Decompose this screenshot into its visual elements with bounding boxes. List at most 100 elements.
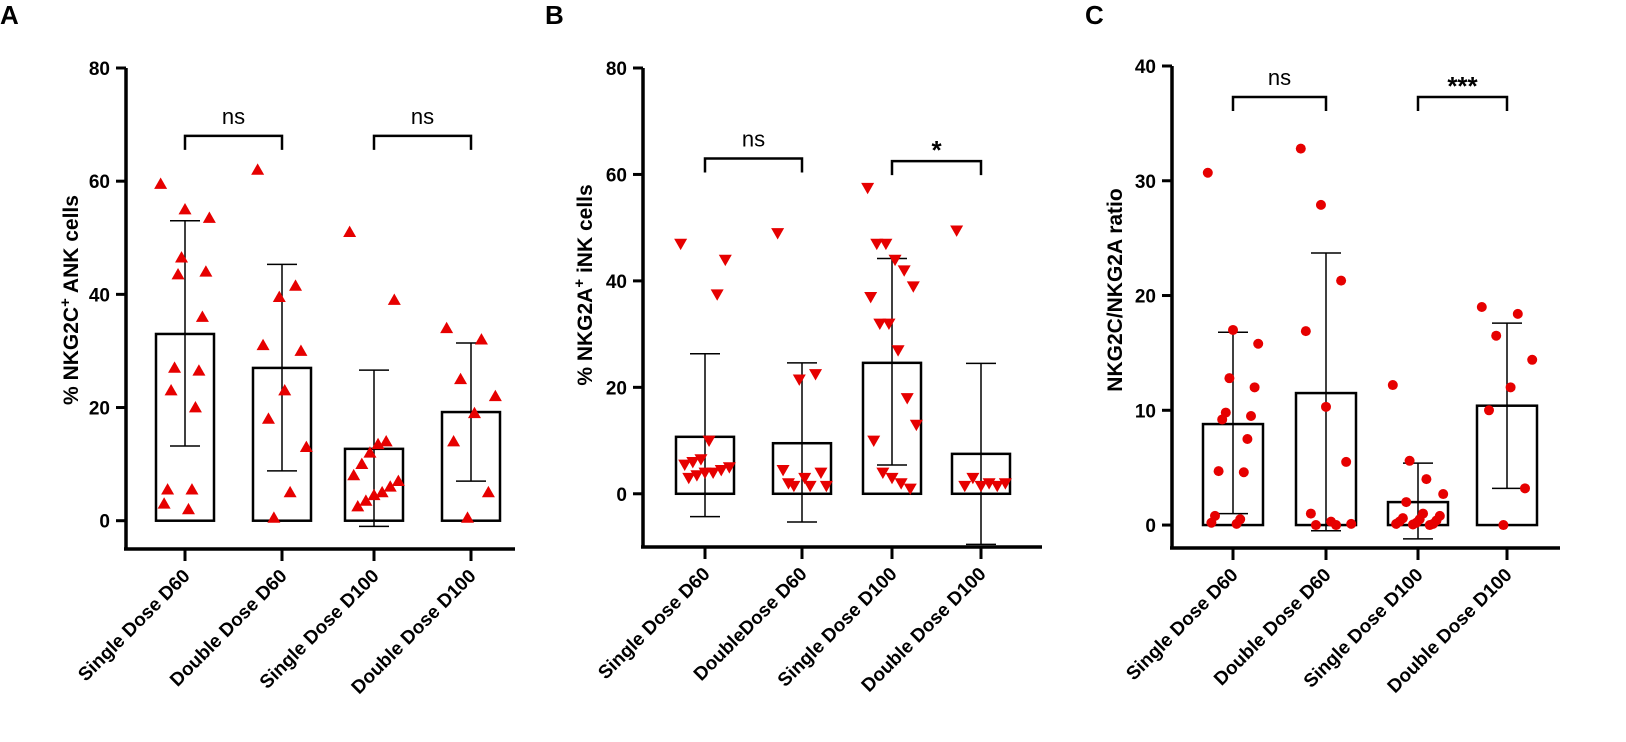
data-point	[171, 268, 185, 280]
data-point	[1206, 517, 1217, 528]
data-point	[1505, 382, 1516, 393]
data-point	[678, 459, 692, 472]
data-point	[882, 318, 896, 330]
data-point	[1520, 483, 1530, 494]
data-point	[776, 464, 790, 477]
data-point	[454, 372, 468, 385]
data-point	[1527, 354, 1538, 365]
data-point	[894, 478, 908, 490]
data-point	[1228, 324, 1238, 335]
data-point	[876, 467, 890, 479]
significance-label: ns	[1268, 65, 1291, 90]
significance-label: ***	[1447, 71, 1478, 101]
data-point	[1387, 380, 1398, 391]
data-point	[481, 485, 495, 498]
y-tick-label: 60	[89, 172, 110, 193]
y-tick-label: 40	[606, 272, 627, 293]
y-tick-label: 0	[616, 485, 627, 506]
data-point	[1491, 330, 1502, 341]
data-point	[710, 289, 724, 301]
data-point	[175, 251, 189, 263]
data-point	[178, 202, 192, 215]
panel-label-c: C	[1085, 0, 1104, 30]
data-point	[1421, 474, 1432, 485]
y-tick-label: 20	[606, 378, 627, 399]
data-point	[272, 290, 286, 303]
data-point	[387, 293, 401, 305]
significance-bracket	[1231, 95, 1328, 111]
data-point	[181, 502, 195, 515]
data-point	[1404, 455, 1415, 466]
y-tick-label: 40	[89, 285, 110, 306]
y-axis-label: NKG2C/NKG2A ratio	[1104, 188, 1127, 391]
data-point	[798, 472, 812, 485]
data-point	[467, 406, 481, 419]
data-point	[861, 182, 875, 195]
data-point	[363, 446, 377, 458]
data-point	[909, 419, 923, 432]
data-point	[787, 480, 801, 493]
data-point	[888, 254, 902, 267]
data-point	[161, 483, 175, 495]
data-point	[702, 435, 716, 448]
y-axis-label: % NKG2A+ iNK cells	[571, 184, 597, 385]
data-point	[474, 333, 488, 345]
data-point	[447, 434, 461, 447]
data-point	[906, 281, 920, 293]
data-point	[157, 497, 171, 509]
significance-bracket	[372, 134, 473, 150]
significance-label: ns	[742, 126, 765, 151]
data-point	[383, 480, 397, 492]
data-point	[870, 238, 884, 251]
y-axis-label-text: % NKG2C	[60, 307, 83, 405]
data-point	[256, 338, 270, 351]
data-point	[1253, 338, 1264, 349]
data-point	[267, 511, 281, 523]
y-axis-label-superscript: +	[571, 279, 588, 288]
panel-label-a: A	[0, 0, 19, 30]
data-point	[771, 228, 785, 240]
data-point	[351, 500, 365, 512]
data-point	[154, 177, 168, 189]
data-point	[1242, 433, 1253, 444]
data-point	[1512, 308, 1523, 319]
data-point	[185, 483, 199, 495]
data-point	[1295, 143, 1306, 154]
data-point	[1305, 508, 1316, 519]
significance-bracket	[703, 157, 804, 173]
y-axis-label-suffix: ANK cells	[60, 195, 83, 298]
data-point	[885, 472, 899, 485]
data-point	[367, 488, 381, 501]
data-point	[974, 480, 988, 493]
data-point	[1346, 518, 1357, 529]
data-point	[1300, 326, 1311, 337]
data-point	[355, 457, 369, 469]
data-point	[966, 472, 980, 485]
significance-bracket	[1416, 95, 1509, 111]
data-point	[1336, 275, 1347, 286]
data-point	[1424, 520, 1435, 531]
data-point	[1315, 199, 1326, 210]
data-point	[343, 225, 357, 237]
data-point	[990, 480, 1004, 493]
data-point	[864, 291, 878, 304]
y-tick-label: 20	[89, 399, 110, 420]
data-point	[1249, 382, 1260, 393]
data-point	[1331, 520, 1342, 531]
data-point	[1246, 411, 1256, 422]
data-point	[897, 265, 911, 277]
data-point	[299, 440, 313, 453]
y-axis-label: % NKG2C+ ANK cells	[57, 195, 83, 405]
data-point	[814, 467, 828, 479]
data-point	[375, 485, 389, 498]
data-point	[1341, 456, 1352, 467]
data-point	[1476, 302, 1487, 312]
data-point	[164, 384, 178, 396]
data-point	[1213, 466, 1224, 477]
data-point	[867, 435, 881, 448]
y-axis-label-suffix: iNK cells	[574, 184, 597, 279]
data-point	[718, 254, 732, 267]
data-point	[188, 401, 202, 413]
